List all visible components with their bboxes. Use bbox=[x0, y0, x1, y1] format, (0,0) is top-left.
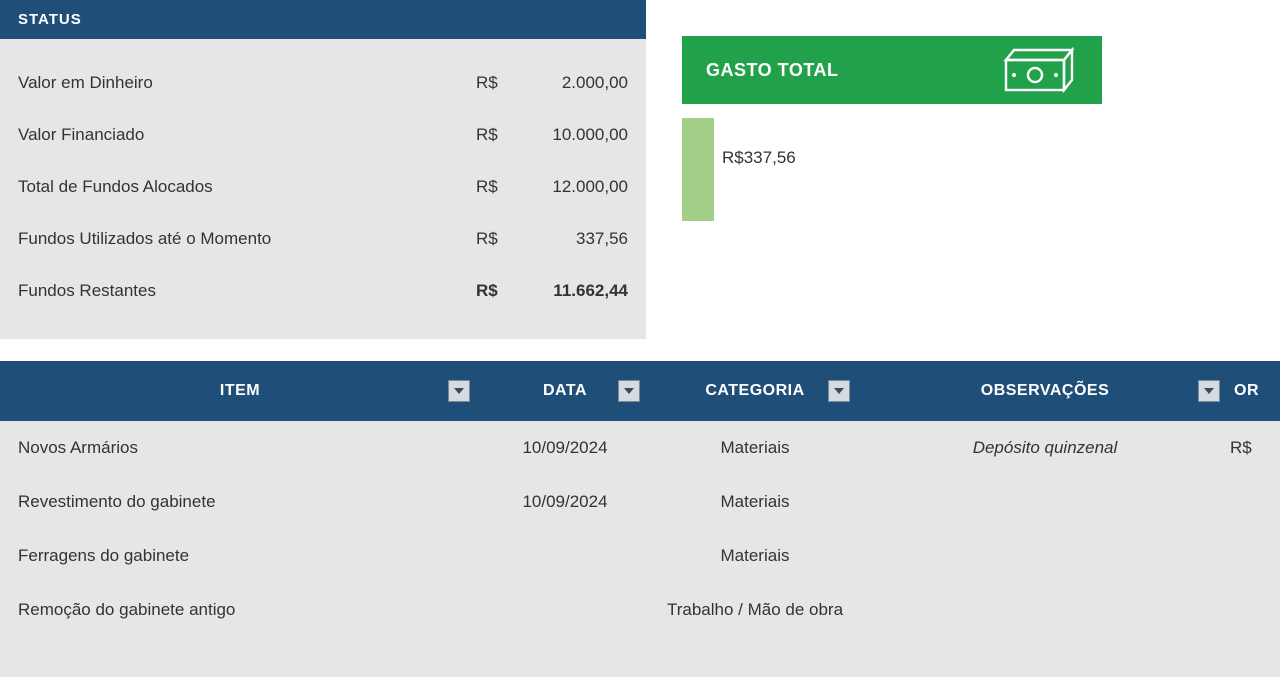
status-row: Valor em Dinheiro R$ 2.000,00 bbox=[18, 57, 628, 109]
cell-categoria: Materiais bbox=[650, 492, 860, 512]
total-title: GASTO TOTAL bbox=[706, 60, 839, 81]
status-label: Total de Fundos Alocados bbox=[18, 177, 476, 197]
status-value: 2.000,00 bbox=[518, 73, 628, 93]
status-row: Total de Fundos Alocados R$ 12.000,00 bbox=[18, 161, 628, 213]
cell-data: 10/09/2024 bbox=[480, 492, 650, 512]
status-value: 337,56 bbox=[518, 229, 628, 249]
column-header-label: CATEGORIA bbox=[705, 382, 804, 400]
column-header-label: OR bbox=[1234, 382, 1259, 400]
status-title: STATUS bbox=[0, 0, 646, 39]
cell-observacoes: Depósito quinzenal bbox=[860, 438, 1230, 458]
status-value: 11.662,44 bbox=[518, 281, 628, 301]
total-chart: R$337,56 bbox=[682, 118, 1102, 228]
table-body: Novos Armários 10/09/2024 Materiais Depó… bbox=[0, 421, 1280, 677]
cell-item: Revestimento do gabinete bbox=[0, 492, 480, 512]
money-icon bbox=[1000, 46, 1078, 94]
total-header: GASTO TOTAL bbox=[682, 36, 1102, 104]
status-value: 12.000,00 bbox=[518, 177, 628, 197]
filter-dropdown-icon[interactable] bbox=[1198, 380, 1220, 402]
status-panel: STATUS Valor em Dinheiro R$ 2.000,00 Val… bbox=[0, 0, 646, 339]
status-row: Valor Financiado R$ 10.000,00 bbox=[18, 109, 628, 161]
chart-value-label: R$337,56 bbox=[722, 148, 796, 168]
table-row[interactable]: Remoção do gabinete antigo Trabalho / Mã… bbox=[0, 583, 1280, 637]
column-header-label: OBSERVAÇÕES bbox=[981, 382, 1110, 400]
cell-categoria: Trabalho / Mão de obra bbox=[650, 600, 860, 620]
table-row[interactable]: Ferragens do gabinete Materiais bbox=[0, 529, 1280, 583]
cell-categoria: Materiais bbox=[650, 438, 860, 458]
status-currency: R$ bbox=[476, 177, 518, 197]
column-header-observacoes[interactable]: OBSERVAÇÕES bbox=[860, 361, 1230, 421]
cell-categoria: Materiais bbox=[650, 546, 860, 566]
table-row[interactable]: Revestimento do gabinete 10/09/2024 Mate… bbox=[0, 475, 1280, 529]
column-header-item[interactable]: ITEM bbox=[0, 361, 480, 421]
status-rows: Valor em Dinheiro R$ 2.000,00 Valor Fina… bbox=[0, 39, 646, 339]
column-header-categoria[interactable]: CATEGORIA bbox=[650, 361, 860, 421]
cell-item: Remoção do gabinete antigo bbox=[0, 600, 480, 620]
status-value: 10.000,00 bbox=[518, 125, 628, 145]
status-label: Valor em Dinheiro bbox=[18, 73, 476, 93]
status-row: Fundos Restantes R$ 11.662,44 bbox=[18, 265, 628, 317]
status-label: Fundos Utilizados até o Momento bbox=[18, 229, 476, 249]
status-currency: R$ bbox=[476, 125, 518, 145]
column-header-label: ITEM bbox=[220, 382, 260, 400]
status-currency: R$ bbox=[476, 229, 518, 249]
cell-item: Novos Armários bbox=[0, 438, 480, 458]
filter-dropdown-icon[interactable] bbox=[618, 380, 640, 402]
cell-data: 10/09/2024 bbox=[480, 438, 650, 458]
filter-dropdown-icon[interactable] bbox=[828, 380, 850, 402]
column-header-data[interactable]: DATA bbox=[480, 361, 650, 421]
status-row: Fundos Utilizados até o Momento R$ 337,5… bbox=[18, 213, 628, 265]
status-label: Valor Financiado bbox=[18, 125, 476, 145]
status-currency: R$ bbox=[476, 73, 518, 93]
filter-dropdown-icon[interactable] bbox=[448, 380, 470, 402]
cell-item: Ferragens do gabinete bbox=[0, 546, 480, 566]
table-header-row: ITEM DATA CATEGORIA OBSERVAÇÕES OR bbox=[0, 361, 1280, 421]
table-row[interactable]: Novos Armários 10/09/2024 Materiais Depó… bbox=[0, 421, 1280, 475]
column-header-label: DATA bbox=[543, 382, 587, 400]
status-label: Fundos Restantes bbox=[18, 281, 476, 301]
cell-last: R$ bbox=[1230, 438, 1280, 458]
total-panel: GASTO TOTAL R$337,56 bbox=[682, 36, 1102, 228]
chart-bar bbox=[682, 118, 714, 221]
status-currency: R$ bbox=[476, 281, 518, 301]
column-header-partial[interactable]: OR bbox=[1230, 361, 1280, 421]
